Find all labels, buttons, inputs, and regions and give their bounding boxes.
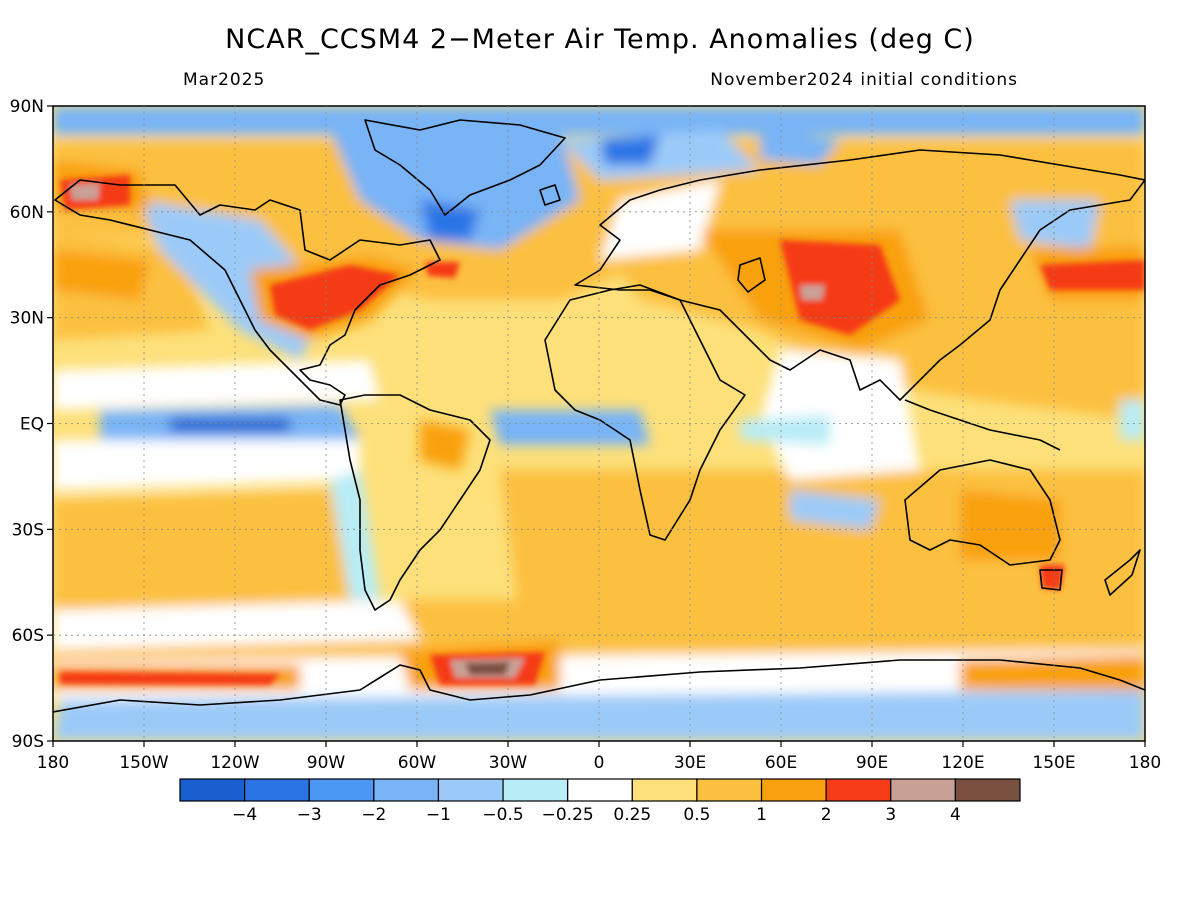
lon-tick-label: 60W <box>398 753 437 773</box>
colorbar-label: 2 <box>821 805 832 825</box>
lon-tick-label: 90E <box>856 753 888 773</box>
africa-outline <box>544 284 746 541</box>
lat-tick-label: 30S <box>12 520 44 540</box>
colorbar-label: 0.25 <box>613 805 651 825</box>
colorbar-label: −0.25 <box>542 805 594 825</box>
colorbar-swatch <box>373 778 440 802</box>
map-title: NCAR_CCSM4 2−Meter Air Temp. Anomalies (… <box>225 24 975 55</box>
colorbar-label: −2 <box>361 805 386 825</box>
colorbar-label: 4 <box>950 805 961 825</box>
lon-tick-label: 30W <box>489 753 528 773</box>
colorbar-label: 0.5 <box>683 805 710 825</box>
lat-tick-label: 60N <box>10 203 44 223</box>
eurasia-outline <box>574 149 1145 401</box>
maritime-continent-outline <box>904 399 1061 451</box>
new-zealand-outline <box>1104 549 1141 596</box>
colorbar: −4 −3 −2 −1 −0.5 −0.25 0.25 0.5 1 2 3 4 <box>179 778 1021 825</box>
colorbar-label: 3 <box>885 805 896 825</box>
colorbar-swatch <box>825 778 892 802</box>
greenland-outline <box>364 119 566 216</box>
tasmania-outline <box>1039 569 1063 591</box>
initial-conditions-label: November2024 initial conditions <box>710 70 1018 90</box>
south-america-outline <box>339 394 491 611</box>
lon-tick-label: 150E <box>1032 753 1075 773</box>
valid-month-label: Mar2025 <box>183 70 266 90</box>
colorbar-swatch <box>437 778 504 802</box>
colorbar-label: −4 <box>232 805 257 825</box>
caspian-sea-outline <box>737 257 766 293</box>
colorbar-swatch <box>631 778 698 802</box>
colorbar-swatch <box>308 778 375 802</box>
colorbar-swatch <box>954 778 1021 802</box>
colorbar-label: −1 <box>426 805 451 825</box>
colorbar-swatch <box>502 778 569 802</box>
lat-tick-label: EQ <box>20 415 44 435</box>
colorbar-label: −3 <box>297 805 322 825</box>
lon-tick-label: 150W <box>119 753 168 773</box>
lon-tick-label: 60E <box>765 753 797 773</box>
lon-tick-label: 0 <box>594 753 605 773</box>
graticule <box>53 106 1145 741</box>
coastlines <box>53 119 1145 713</box>
colorbar-swatch <box>890 778 956 802</box>
iceland-outline <box>539 184 561 206</box>
lat-tick-label: 30N <box>10 309 44 329</box>
lon-tick-label: 180 <box>1129 753 1161 773</box>
antarctica-outline <box>53 659 1145 713</box>
lat-tick-label: 60S <box>12 626 44 646</box>
lon-tick-label: 30E <box>674 753 706 773</box>
australia-outline <box>904 459 1061 566</box>
lon-tick-label: 90W <box>307 753 346 773</box>
lon-tick-label: 120E <box>941 753 984 773</box>
colorbar-swatch <box>244 778 310 802</box>
lon-tick-label: 120W <box>210 753 259 773</box>
colorbar-swatch <box>567 778 633 802</box>
lon-tick-label: 180 <box>37 753 69 773</box>
colorbar-swatch <box>179 778 246 802</box>
lat-tick-label: 90N <box>10 97 44 117</box>
north-america-outline <box>54 179 441 406</box>
colorbar-swatch <box>760 778 827 802</box>
colorbar-label: −0.5 <box>482 805 523 825</box>
colorbar-label: 1 <box>756 805 767 825</box>
lat-tick-label: 90S <box>12 732 44 752</box>
colorbar-swatch <box>696 778 763 802</box>
